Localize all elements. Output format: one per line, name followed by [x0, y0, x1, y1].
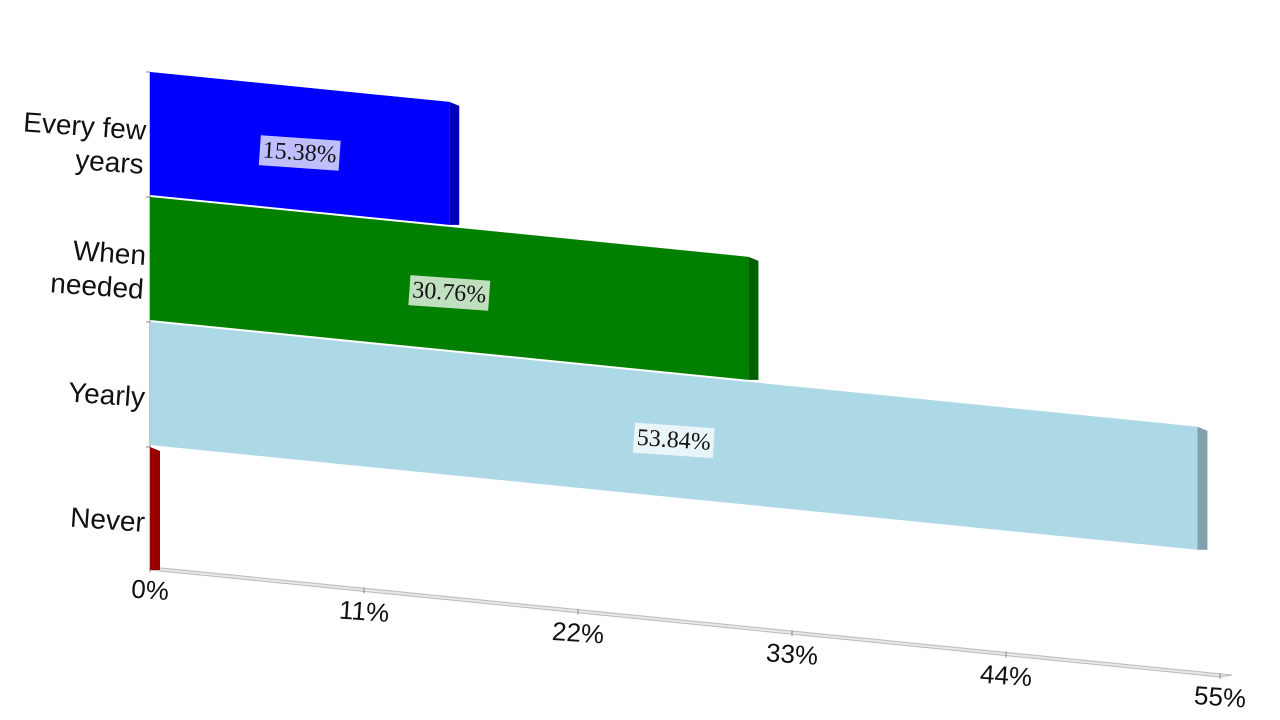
x-tick-label: 11%	[338, 595, 390, 628]
x-tick-label: 55%	[1193, 680, 1247, 714]
value-label: 15.38%	[258, 135, 341, 171]
x-tick-label: 0%	[130, 574, 170, 607]
x-tick-label: 44%	[979, 659, 1033, 693]
value-label-text: 30.76%	[411, 277, 487, 308]
value-label-text: 53.84%	[636, 425, 712, 456]
bar-side	[449, 101, 460, 225]
bar-side	[150, 447, 160, 570]
value-label-bg	[408, 275, 491, 311]
value-label-text: 15.38%	[262, 137, 338, 168]
y-tick-label: When needed	[49, 234, 148, 305]
bar-side	[748, 256, 759, 380]
bar-side-shade	[748, 256, 759, 380]
y-tick-label: Every few years	[22, 105, 148, 180]
bar-side-shade	[449, 101, 460, 225]
x-axis-floor	[149, 567, 1233, 678]
x-tick-label: 33%	[765, 637, 819, 671]
x-tick-label: 22%	[551, 616, 605, 650]
value-label-bg	[258, 135, 341, 171]
bar-side	[1197, 426, 1208, 550]
value-label-bg	[632, 422, 715, 459]
bar-side-shade	[150, 447, 160, 570]
value-label: 53.84%	[632, 422, 715, 459]
bar	[150, 447, 160, 570]
bar-side-shade	[1197, 426, 1208, 550]
value-label: 30.76%	[408, 275, 491, 311]
